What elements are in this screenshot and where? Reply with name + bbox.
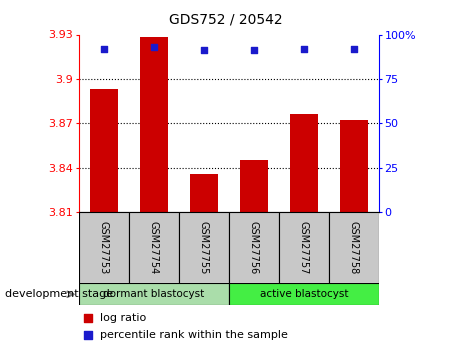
Point <box>84 315 92 321</box>
FancyBboxPatch shape <box>79 283 229 305</box>
Text: GSM27758: GSM27758 <box>349 221 359 274</box>
Point <box>200 48 207 53</box>
Text: active blastocyst: active blastocyst <box>260 289 348 299</box>
Text: development stage: development stage <box>5 289 113 299</box>
Bar <box>190 174 218 212</box>
Point <box>350 46 358 51</box>
FancyBboxPatch shape <box>279 212 329 285</box>
Point <box>300 46 308 51</box>
FancyBboxPatch shape <box>129 212 179 285</box>
FancyBboxPatch shape <box>229 283 379 305</box>
Point <box>250 48 258 53</box>
FancyBboxPatch shape <box>329 212 379 285</box>
Text: GSM27754: GSM27754 <box>149 221 159 274</box>
Text: GSM27757: GSM27757 <box>299 221 309 274</box>
Point <box>84 333 92 338</box>
Text: log ratio: log ratio <box>100 313 146 323</box>
FancyBboxPatch shape <box>229 212 279 285</box>
Bar <box>90 89 118 212</box>
Text: GSM27755: GSM27755 <box>199 221 209 274</box>
Bar <box>240 160 267 212</box>
Bar <box>140 38 168 212</box>
Bar <box>340 120 368 212</box>
FancyBboxPatch shape <box>179 212 229 285</box>
Point <box>150 44 157 50</box>
Text: dormant blastocyst: dormant blastocyst <box>103 289 205 299</box>
Point <box>100 46 107 51</box>
Text: percentile rank within the sample: percentile rank within the sample <box>100 331 288 340</box>
Bar <box>290 115 318 212</box>
FancyBboxPatch shape <box>79 212 129 285</box>
Text: GDS752 / 20542: GDS752 / 20542 <box>169 12 282 26</box>
Text: GSM27756: GSM27756 <box>249 221 259 274</box>
Text: GSM27753: GSM27753 <box>99 221 109 274</box>
